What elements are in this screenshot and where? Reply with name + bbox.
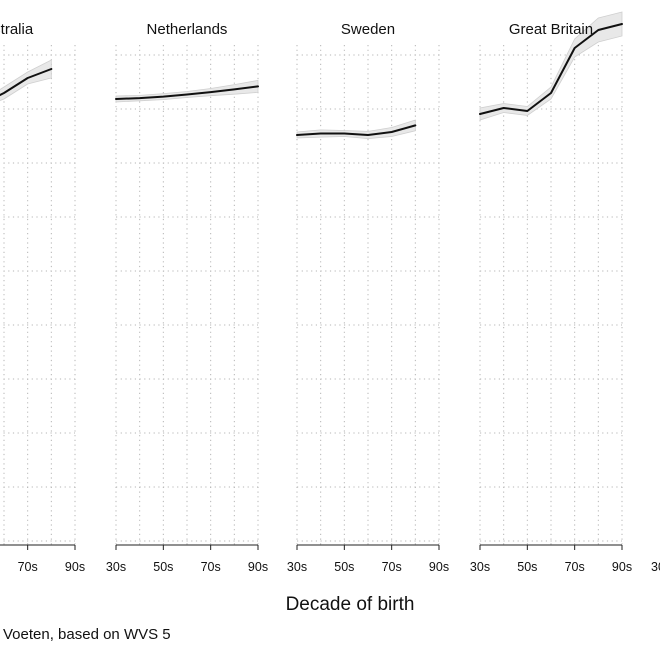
x-tick-label: 70s xyxy=(201,560,221,574)
x-tick-label: 50s xyxy=(153,560,173,574)
panel-title: Netherlands xyxy=(147,21,228,38)
x-tick-label: 90s xyxy=(612,560,632,574)
confidence-band xyxy=(0,59,52,101)
series-line xyxy=(115,85,259,100)
x-tick-label: 50s xyxy=(334,560,354,574)
panel-title: Australia xyxy=(0,21,34,38)
x-axis-title: Decade of birth xyxy=(286,594,415,615)
x-tick-label: 90s xyxy=(429,560,449,574)
panel-title: Sweden xyxy=(341,21,395,38)
panel-title: Great Britain xyxy=(509,21,593,38)
x-tick-label: 30s xyxy=(651,560,660,574)
x-tick-label: 90s xyxy=(65,560,85,574)
series-line xyxy=(296,124,417,136)
confidence-band xyxy=(296,119,416,140)
x-tick-label: 70s xyxy=(18,560,38,574)
x-tick-label: 30s xyxy=(106,560,126,574)
x-tick-label: 30s xyxy=(287,560,307,574)
x-tick-label: 90s xyxy=(248,560,268,574)
x-tick-label: 30s xyxy=(470,560,490,574)
source-caption: Voeten, based on WVS 5 xyxy=(3,626,171,643)
series-line xyxy=(479,23,623,115)
x-tick-label: 70s xyxy=(382,560,402,574)
x-tick-label: 70s xyxy=(565,560,585,574)
series-line xyxy=(0,68,53,97)
x-tick-label: 50s xyxy=(517,560,537,574)
